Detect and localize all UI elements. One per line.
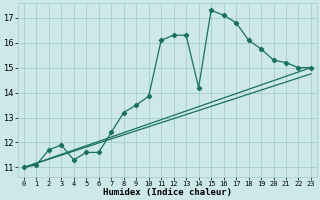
X-axis label: Humidex (Indice chaleur): Humidex (Indice chaleur) bbox=[103, 188, 232, 197]
